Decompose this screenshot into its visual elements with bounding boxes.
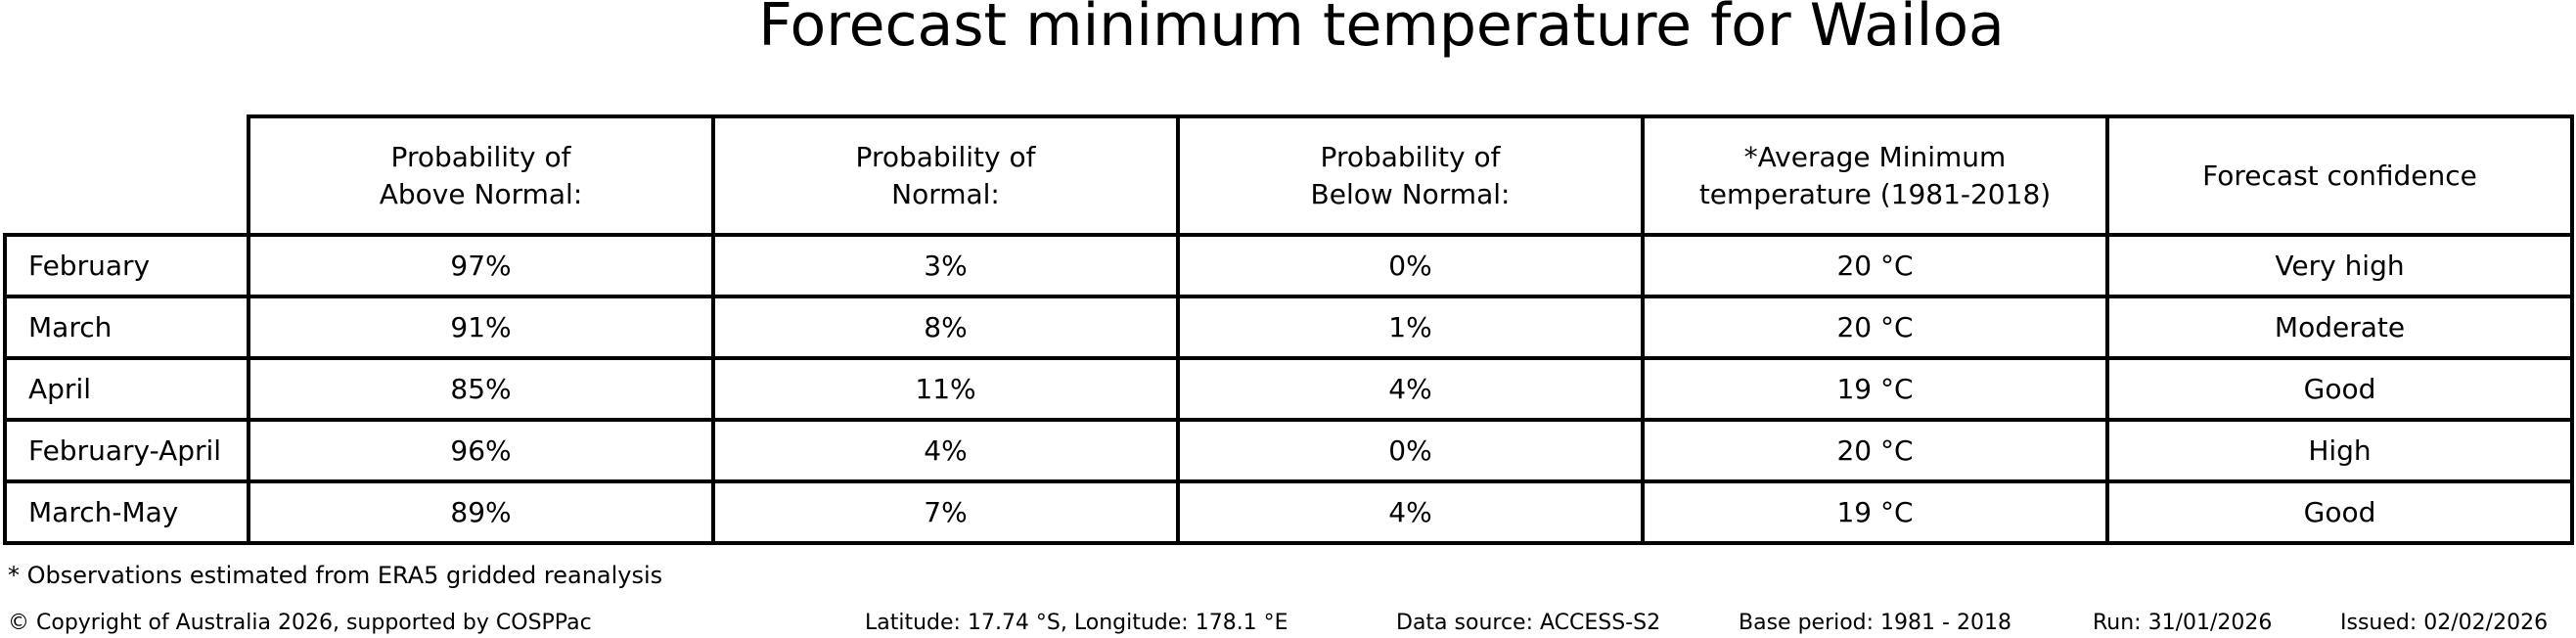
header-row: Probability of Above Normal: Probability… — [5, 114, 2574, 237]
cell-march-may-confidence: Good — [2105, 479, 2574, 545]
cell-february-normal: 3% — [711, 233, 1180, 298]
cell-april-avg-min: 19 °C — [1641, 356, 2109, 422]
table-row-february-april: February-April 96% 4% 0% 20 °C High — [3, 418, 2574, 483]
col-header-below-normal: Probability of Below Normal: — [1176, 114, 1645, 237]
observations-footnote: * Observations estimated from ERA5 gridd… — [8, 562, 663, 589]
cell-march-may-avg-min: 19 °C — [1641, 479, 2109, 545]
cell-february-april-normal: 4% — [711, 418, 1180, 483]
cell-march-normal: 8% — [711, 295, 1180, 360]
table-row-april: April 85% 11% 4% 19 °C Good — [3, 356, 2574, 422]
row-label-february-april: February-April — [3, 418, 250, 483]
base-period-text: Base period: 1981 - 2018 — [1739, 611, 2011, 635]
cell-february-confidence: Very high — [2105, 233, 2574, 298]
cell-april-normal: 11% — [711, 356, 1180, 422]
cell-february-april-confidence: High — [2105, 418, 2574, 483]
cell-february-above: 97% — [247, 233, 715, 298]
table-row-february: February 97% 3% 0% 20 °C Very high — [3, 233, 2574, 298]
row-label-april: April — [3, 356, 250, 422]
cell-march-avg-min: 20 °C — [1641, 295, 2109, 360]
cell-february-april-below: 0% — [1176, 418, 1645, 483]
cell-march-may-above: 89% — [247, 479, 715, 545]
table-row-march: March 91% 8% 1% 20 °C Moderate — [3, 295, 2574, 360]
forecast-table: Probability of Above Normal: Probability… — [3, 114, 2574, 545]
cell-march-above: 91% — [247, 295, 715, 360]
cell-february-avg-min: 20 °C — [1641, 233, 2109, 298]
cell-march-may-below: 4% — [1176, 479, 1645, 545]
cell-february-april-above: 96% — [247, 418, 715, 483]
data-source-text: Data source: ACCESS-S2 — [1396, 611, 1661, 635]
cell-april-below: 4% — [1176, 356, 1645, 422]
table-row-march-may: March-May 89% 7% 4% 19 °C Good — [3, 479, 2574, 545]
cell-february-below: 0% — [1176, 233, 1645, 298]
issued-date-text: Issued: 02/02/2026 — [2340, 611, 2549, 635]
run-date-text: Run: 31/01/2026 — [2093, 611, 2273, 635]
cell-april-confidence: Good — [2105, 356, 2574, 422]
col-header-forecast-confidence: Forecast confidence — [2105, 114, 2574, 237]
col-header-average-minimum: *Average Minimum temperature (1981-2018) — [1641, 114, 2109, 237]
cell-april-above: 85% — [247, 356, 715, 422]
row-label-march: March — [3, 295, 250, 360]
cell-march-confidence: Moderate — [2105, 295, 2574, 360]
col-header-above-normal: Probability of Above Normal: — [247, 114, 715, 237]
cell-february-april-avg-min: 20 °C — [1641, 418, 2109, 483]
copyright-text: © Copyright of Australia 2026, supported… — [8, 611, 592, 635]
cell-march-below: 1% — [1176, 295, 1645, 360]
latitude-longitude-text: Latitude: 17.74 °S, Longitude: 178.1 °E — [865, 611, 1288, 635]
cell-march-may-normal: 7% — [711, 479, 1180, 545]
page-title: Forecast minimum temperature for Wailoa — [758, 0, 2005, 60]
corner-blank-cell — [5, 116, 249, 235]
col-header-normal: Probability of Normal: — [711, 114, 1180, 237]
row-label-february: February — [3, 233, 250, 298]
row-label-march-may: March-May — [3, 479, 250, 545]
